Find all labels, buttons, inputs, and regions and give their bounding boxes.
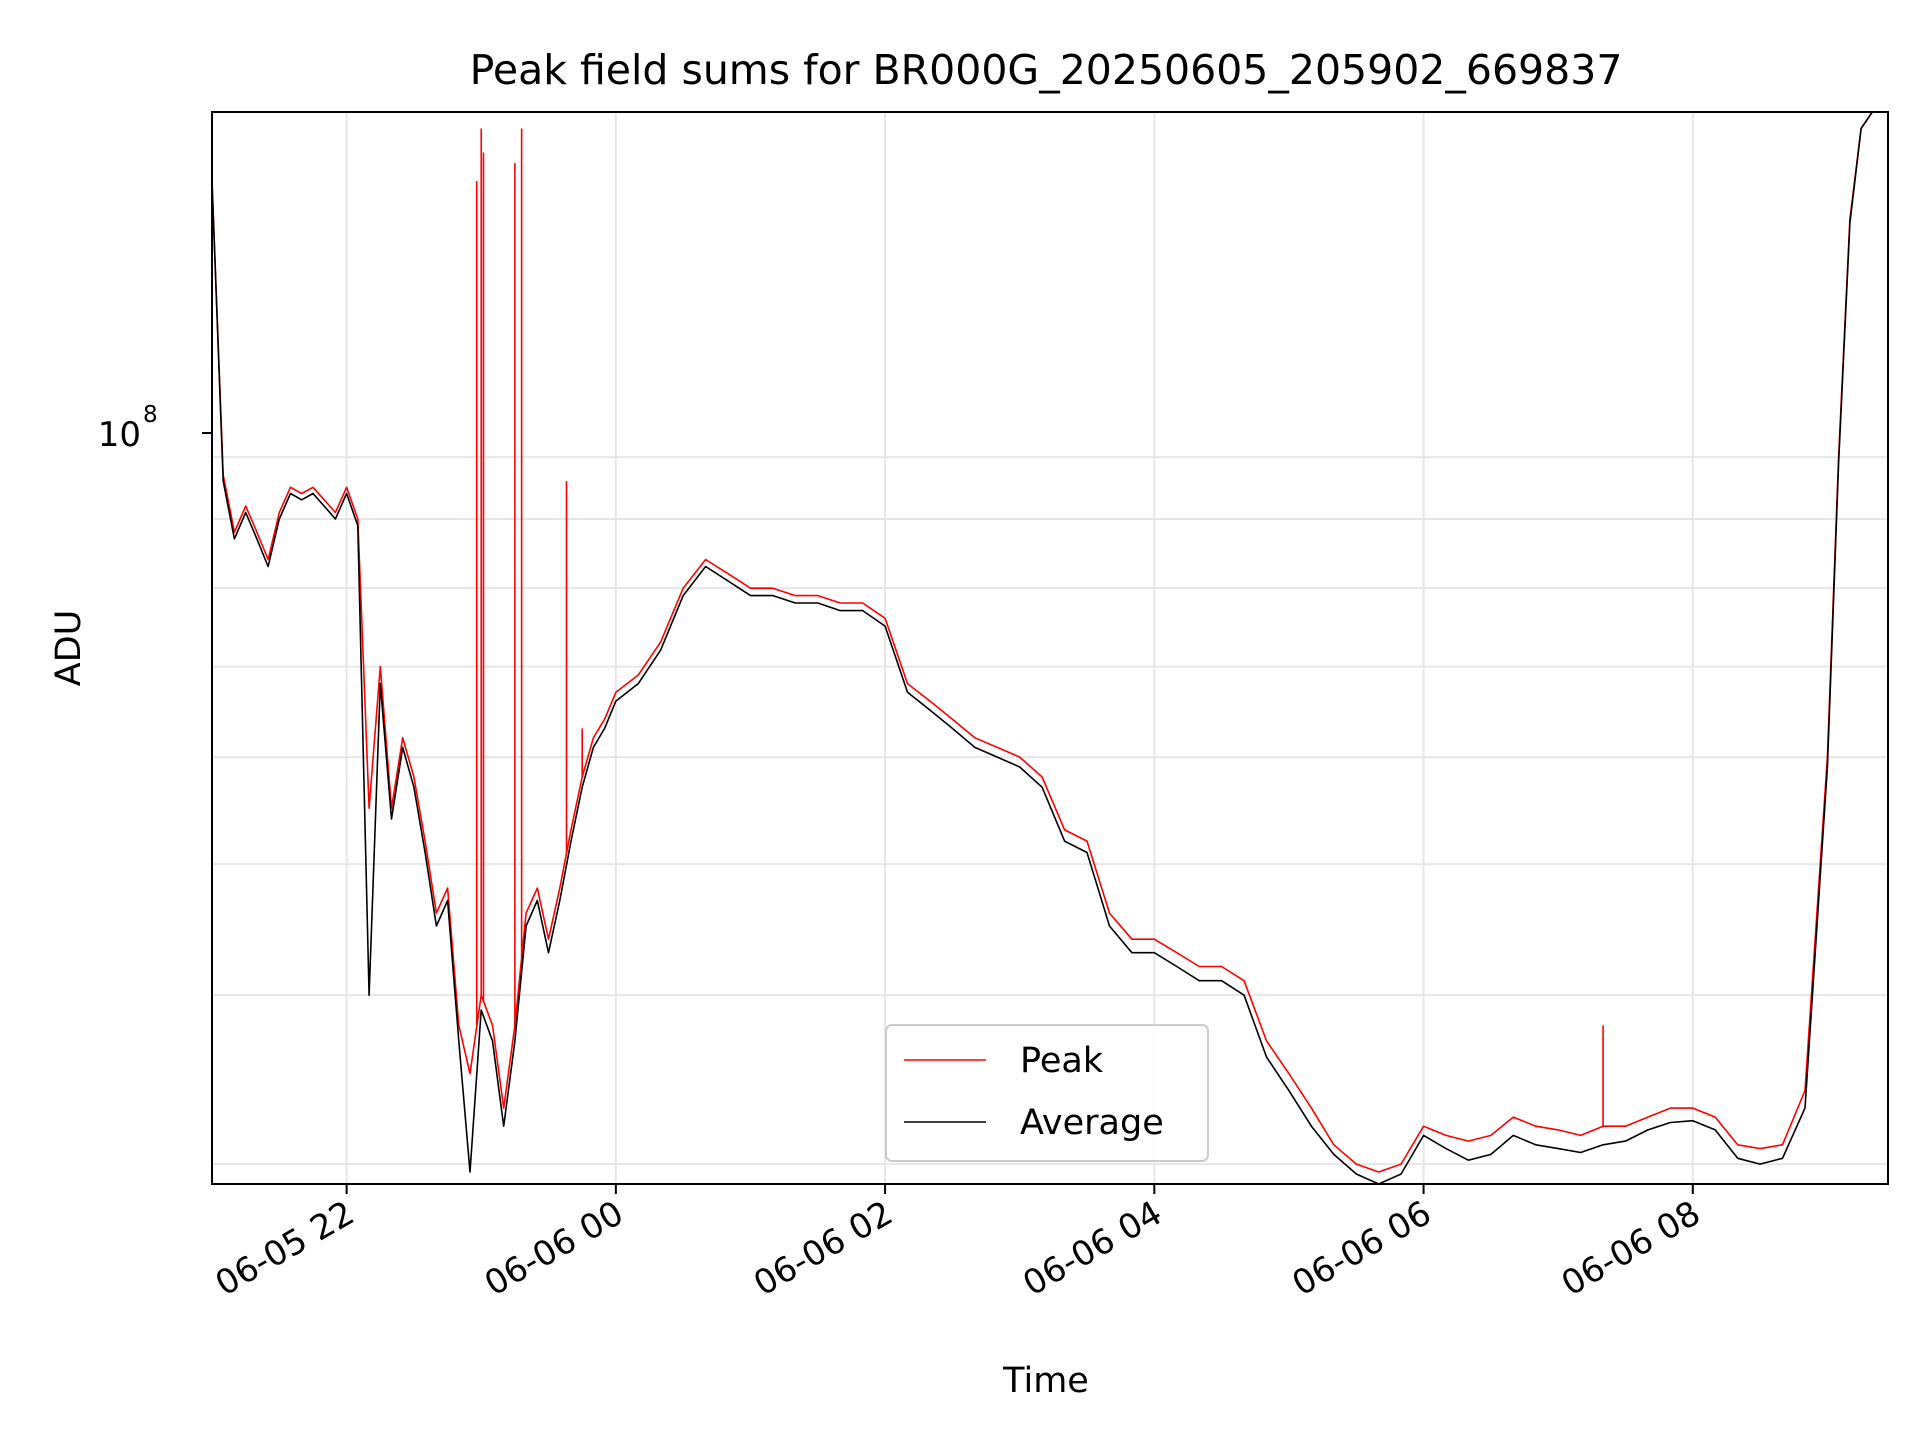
x-axis-label: Time xyxy=(1002,1361,1089,1401)
series-layer xyxy=(212,112,1884,1184)
grid-lines xyxy=(212,112,1888,1184)
legend-label-average: Average xyxy=(1020,1103,1164,1143)
y-tick-exponent: 8 xyxy=(143,402,158,428)
legend-box xyxy=(885,1024,1209,1162)
series-line-average xyxy=(212,112,1884,1184)
chart-title: Peak field sums for BR000G_20250605_2059… xyxy=(470,46,1623,94)
y-tick-base: 10 xyxy=(98,415,141,455)
plot-frame xyxy=(211,111,1889,1185)
y-axis-label: ADU xyxy=(49,610,89,687)
y-axis-ticks: 10 8 xyxy=(98,402,212,455)
legend-label-peak: Peak xyxy=(1020,1041,1104,1081)
series-line-peak xyxy=(212,112,1884,1173)
legend: Peak Average xyxy=(885,1024,1209,1162)
